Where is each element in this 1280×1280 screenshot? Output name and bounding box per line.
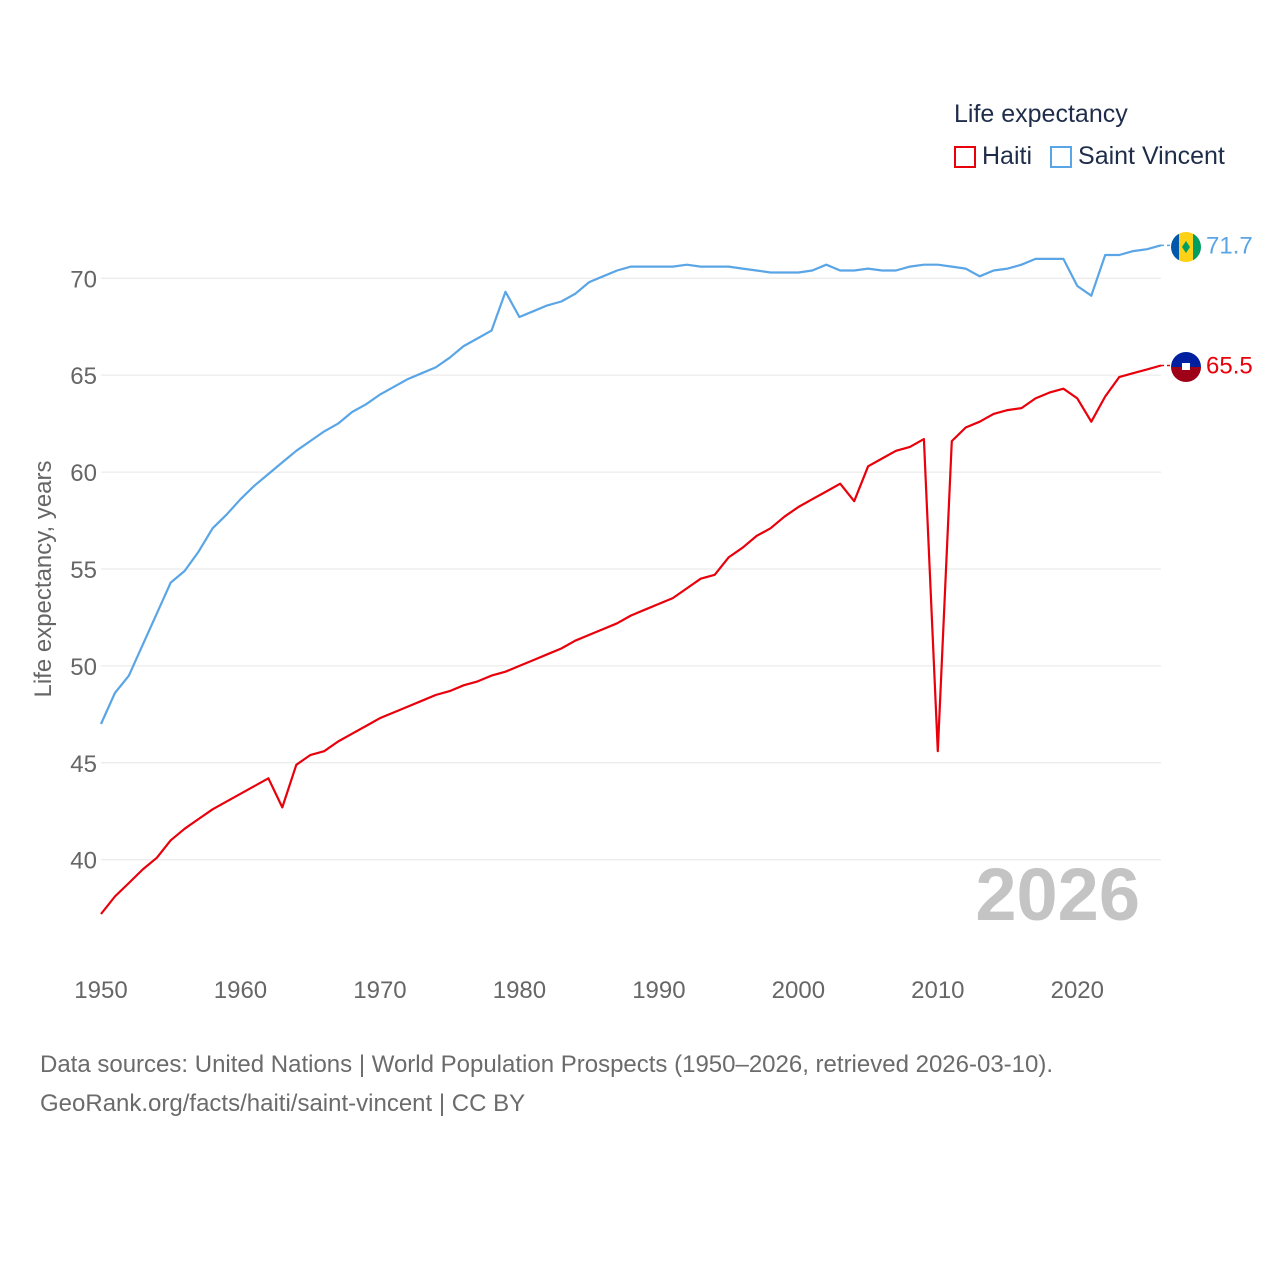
y-axis-ticks: 40 45 50 55 60 65 70 <box>70 266 97 874</box>
legend-item-haiti[interactable]: Haiti <box>954 142 1032 171</box>
x-tick-label-1950: 1950 <box>74 977 127 1004</box>
y-axis-label: Life expectancy, years <box>30 460 57 697</box>
x-axis-ticks: 1950 1960 1970 1980 1990 2000 2010 2020 <box>74 977 1104 1004</box>
x-tick-label-1970: 1970 <box>353 977 406 1004</box>
series-line-saint-vincent <box>99 244 1162 725</box>
legend-title: Life expectancy <box>954 100 1128 128</box>
grid-lines <box>101 277 1161 861</box>
y-tick-label-65: 65 <box>70 363 97 390</box>
series-line-haiti <box>100 364 1162 915</box>
x-tick-label-1960: 1960 <box>214 977 267 1004</box>
data-source-note: Data sources: United Nations | World Pop… <box>40 1051 1054 1078</box>
legend-swatch-saint-vincent <box>1050 145 1073 168</box>
x-tick-label-2000: 2000 <box>772 977 825 1004</box>
legend-swatch-haiti <box>954 145 976 168</box>
end-value-label-saint-vincent: 71.7 <box>1206 232 1253 259</box>
y-tick-label-60: 60 <box>70 460 97 487</box>
legend: Haiti Saint Vincent <box>954 142 1243 171</box>
footer: Data sources: United Nations | World Pop… <box>40 1045 1053 1123</box>
y-tick-label-40: 40 <box>70 848 97 875</box>
y-tick-label-55: 55 <box>70 557 97 584</box>
haiti-flag-icon <box>1171 352 1201 382</box>
end-markers: 65.5 71.7 <box>1171 232 1253 382</box>
x-tick-label-1990: 1990 <box>632 977 685 1004</box>
y-tick-label-50: 50 <box>70 654 97 681</box>
y-tick-label-45: 45 <box>70 751 97 778</box>
year-watermark: 2026 <box>975 853 1140 936</box>
saint-vincent-flag-icon <box>1171 232 1201 262</box>
site-link[interactable]: GeoRank.org/facts/haiti/saint-vincent | … <box>40 1090 526 1117</box>
legend-item-saint-vincent[interactable]: Saint Vincent <box>1050 142 1225 171</box>
end-value-label-haiti: 65.5 <box>1206 352 1253 379</box>
y-tick-label-70: 70 <box>70 266 97 293</box>
series-layer <box>99 244 1172 915</box>
x-tick-label-1980: 1980 <box>493 977 546 1004</box>
x-tick-label-2020: 2020 <box>1051 977 1104 1004</box>
legend-label-haiti: Haiti <box>982 142 1033 170</box>
x-tick-label-2010: 2010 <box>911 977 964 1004</box>
legend-label-saint-vincent: Saint Vincent <box>1078 142 1225 170</box>
